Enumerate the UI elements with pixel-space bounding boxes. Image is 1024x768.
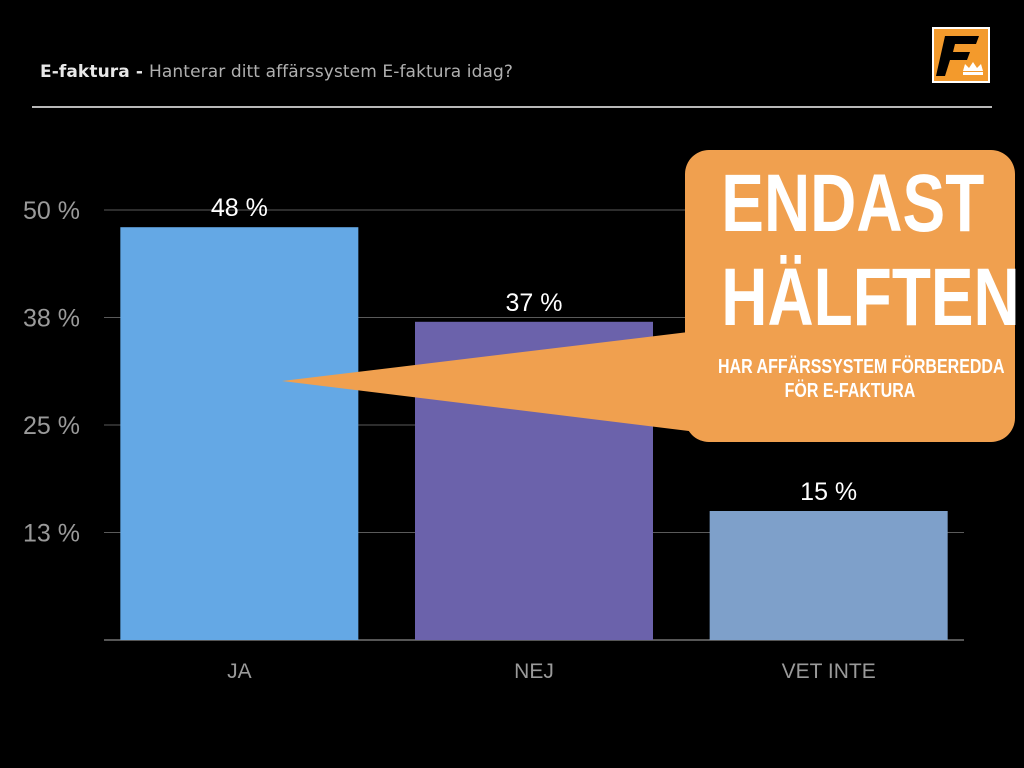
brand-logo <box>932 27 990 83</box>
y-tick-label: 50 % <box>23 197 80 225</box>
bar-value-label: 15 % <box>800 478 857 506</box>
y-axis-ticks: 13 % 25 % 38 % 50 % <box>23 197 80 548</box>
bar-value-label: 48 % <box>211 194 268 222</box>
title-topic: E-faktura - <box>40 62 150 82</box>
crown-icon <box>963 62 983 71</box>
callout-bubble: ENDAST HÄLFTEN HAR AFFÄRSSYSTEM FÖRBERED… <box>685 150 1020 442</box>
x-category-label: JA <box>227 660 252 683</box>
x-category-label: NEJ <box>514 660 554 683</box>
callout-subtext-1: HAR AFFÄRSSYSTEM FÖRBEREDDA <box>718 356 1005 378</box>
callout-subtext-2: FÖR E-FAKTURA <box>784 380 916 402</box>
bar <box>709 511 948 640</box>
chart-title: E-faktura - Hanterar ditt affärssystem E… <box>40 62 513 82</box>
bar-value-label: 37 % <box>506 289 563 317</box>
value-labels: 48 % 37 % 15 % <box>211 194 857 506</box>
x-category-label: VET INTE <box>782 660 876 683</box>
callout-subtext: HAR AFFÄRSSYSTEM FÖRBEREDDA FÖR E-FAKTUR… <box>718 355 1005 403</box>
title-divider <box>32 106 992 108</box>
bar <box>120 227 359 640</box>
y-tick-label: 25 % <box>23 412 80 440</box>
title-question: Hanterar ditt affärssystem E-faktura ida… <box>149 62 514 82</box>
x-axis-ticks: JA NEJ VET INTE <box>227 660 876 683</box>
y-tick-label: 13 % <box>23 520 80 548</box>
y-tick-label: 38 % <box>23 305 80 333</box>
logo-f-icon <box>932 27 990 83</box>
callout-headline-1: ENDAST <box>721 158 985 249</box>
callout-headline-2: HÄLFTEN <box>721 252 1020 343</box>
bars <box>120 227 948 640</box>
